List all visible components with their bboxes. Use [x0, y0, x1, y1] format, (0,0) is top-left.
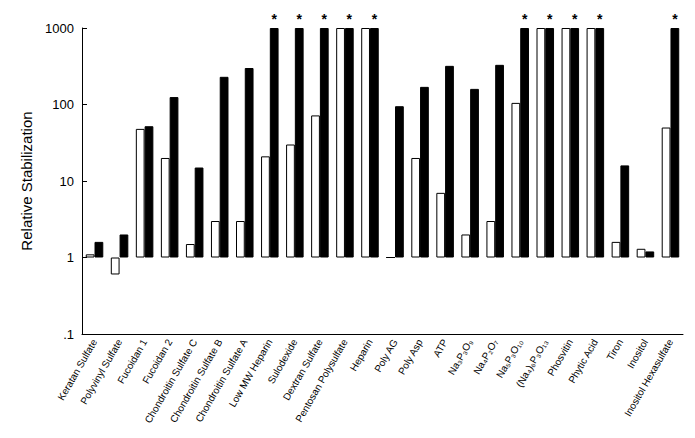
svg-text:Heparin: Heparin — [348, 337, 375, 373]
svg-text:Chondroitin Sulfate C: Chondroitin Sulfate C — [142, 337, 200, 425]
svg-text:Poly Asp: Poly Asp — [396, 337, 425, 377]
svg-text:Tiron: Tiron — [604, 337, 625, 362]
svg-text:Inositol: Inositol — [625, 337, 650, 370]
svg-text:Pentosan Polysulfate: Pentosan Polysulfate — [293, 337, 350, 424]
svg-text:Sulodexide: Sulodexide — [265, 337, 300, 386]
svg-text:Fucoidan 2: Fucoidan 2 — [140, 337, 175, 386]
svg-text:Relative Stabilization: Relative Stabilization — [18, 111, 35, 250]
svg-text:Chondroitin Sulfate B: Chondroitin Sulfate B — [167, 337, 225, 425]
svg-text:Na₄P₂O₇: Na₄P₂O₇ — [471, 337, 500, 377]
svg-text:Phytic Acid: Phytic Acid — [566, 337, 600, 385]
svg-text:1: 1 — [67, 250, 74, 265]
svg-text:Fucoidan 1: Fucoidan 1 — [115, 337, 150, 386]
svg-text:*: * — [372, 11, 378, 27]
svg-text:*: * — [347, 11, 353, 27]
svg-text:*: * — [597, 11, 603, 27]
svg-text:*: * — [297, 11, 303, 27]
svg-text:(Na₄)₆P₃O₁₃: (Na₄)₆P₃O₁₃ — [514, 337, 550, 389]
svg-text:100: 100 — [52, 97, 74, 112]
svg-text:ATP: ATP — [431, 337, 450, 359]
svg-text:*: * — [522, 11, 528, 27]
svg-text:Dextran Sulfate: Dextran Sulfate — [280, 337, 325, 403]
svg-text:Na₅P₃O₁₀: Na₅P₃O₁₀ — [494, 337, 525, 380]
svg-text:Keratan Sulfate: Keratan Sulfate — [55, 337, 100, 403]
svg-text:*: * — [547, 11, 553, 27]
svg-text:Phosvitin: Phosvitin — [545, 337, 576, 378]
svg-text:*: * — [572, 11, 578, 27]
svg-text:Polyvinyl Sulfate: Polyvinyl Sulfate — [78, 337, 124, 406]
svg-text:10: 10 — [60, 174, 74, 189]
svg-text:Na₃P₃O₉: Na₃P₃O₉ — [445, 337, 475, 377]
svg-text:*: * — [322, 11, 328, 27]
svg-text:*: * — [672, 11, 678, 27]
svg-text:1000: 1000 — [45, 21, 74, 36]
svg-text:Inositol Hexasulfate: Inositol Hexasulfate — [622, 337, 675, 418]
svg-text:.1: .1 — [63, 327, 74, 342]
svg-text:Chondroitin Sulfate A: Chondroitin Sulfate A — [193, 337, 250, 424]
svg-text:Low MW Heparin: Low MW Heparin — [227, 337, 275, 409]
svg-text:Poly AG: Poly AG — [372, 337, 400, 374]
svg-text:*: * — [271, 11, 277, 27]
